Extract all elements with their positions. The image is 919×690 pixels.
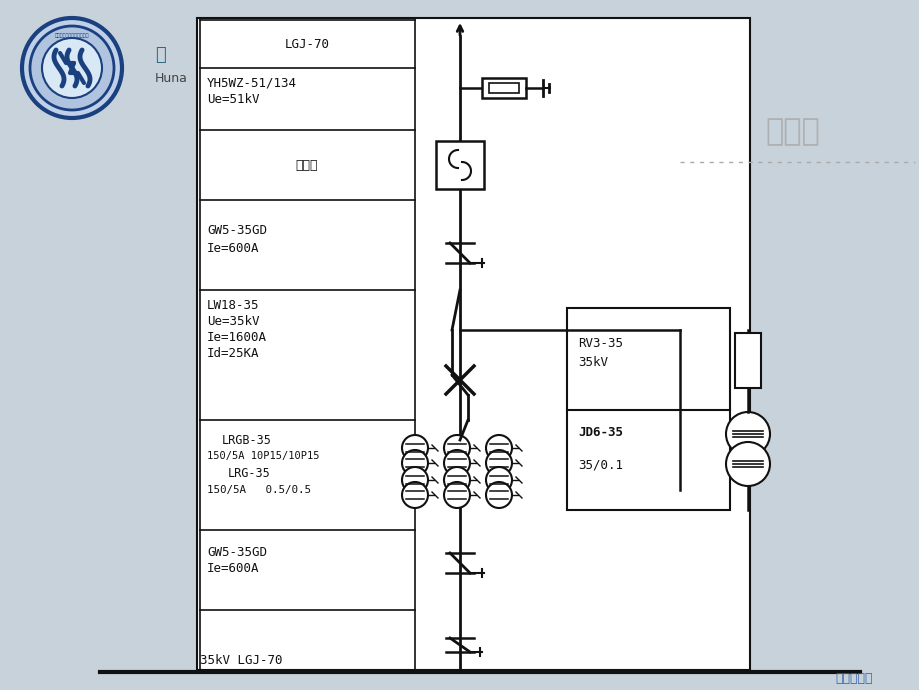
Text: 35kV LGJ-70: 35kV LGJ-70 [199,653,282,667]
Circle shape [402,450,427,476]
Bar [482,78,526,98]
Circle shape [22,18,122,118]
Circle shape [485,435,512,461]
Circle shape [402,467,427,493]
Circle shape [444,435,470,461]
Text: LRGB-35: LRGB-35 [221,433,272,446]
Circle shape [485,467,512,493]
Circle shape [725,442,769,486]
Bar [197,18,749,670]
Text: YH5WZ-51/134: YH5WZ-51/134 [207,77,297,90]
Circle shape [485,450,512,476]
Text: JD6-35: JD6-35 [577,426,622,439]
Text: 湖南水利水电职业技术学院: 湖南水利水电职业技术学院 [55,32,89,37]
Bar [734,333,760,388]
Text: Ie=600A: Ie=600A [207,562,259,575]
Circle shape [444,482,470,508]
Text: GW5-35GD: GW5-35GD [207,224,267,237]
Text: 湟: 湟 [154,46,165,64]
Bar [489,83,518,93]
Circle shape [444,467,470,493]
Text: Ie=600A: Ie=600A [207,241,259,255]
Bar [436,141,483,189]
Text: Ie=1600A: Ie=1600A [207,331,267,344]
Bar [566,308,729,510]
Circle shape [402,482,427,508]
Text: 阻波器: 阻波器 [295,159,318,172]
Circle shape [42,38,102,98]
Text: Ue=51kV: Ue=51kV [207,92,259,106]
Circle shape [402,435,427,461]
Text: Ue=35kV: Ue=35kV [207,315,259,328]
Text: Huna: Huna [154,72,187,84]
Circle shape [485,482,512,508]
Text: 150/5A   0.5/0.5: 150/5A 0.5/0.5 [207,485,311,495]
Text: 150/5A 10P15/10P15: 150/5A 10P15/10P15 [207,451,319,461]
Text: 35kV: 35kV [577,355,607,368]
Circle shape [725,412,769,456]
Circle shape [30,26,114,110]
Text: GW5-35GD: GW5-35GD [207,546,267,560]
Text: LRG-35: LRG-35 [228,466,270,480]
Text: LGJ-70: LGJ-70 [284,37,329,50]
Text: 断路器: 断路器 [765,117,820,146]
Text: LW18-35: LW18-35 [207,299,259,311]
Circle shape [444,450,470,476]
Text: Id=25KA: Id=25KA [207,346,259,359]
Text: RV3-35: RV3-35 [577,337,622,350]
Text: 35/0.1: 35/0.1 [577,458,622,471]
Text: 主接线设计: 主接线设计 [834,671,872,684]
